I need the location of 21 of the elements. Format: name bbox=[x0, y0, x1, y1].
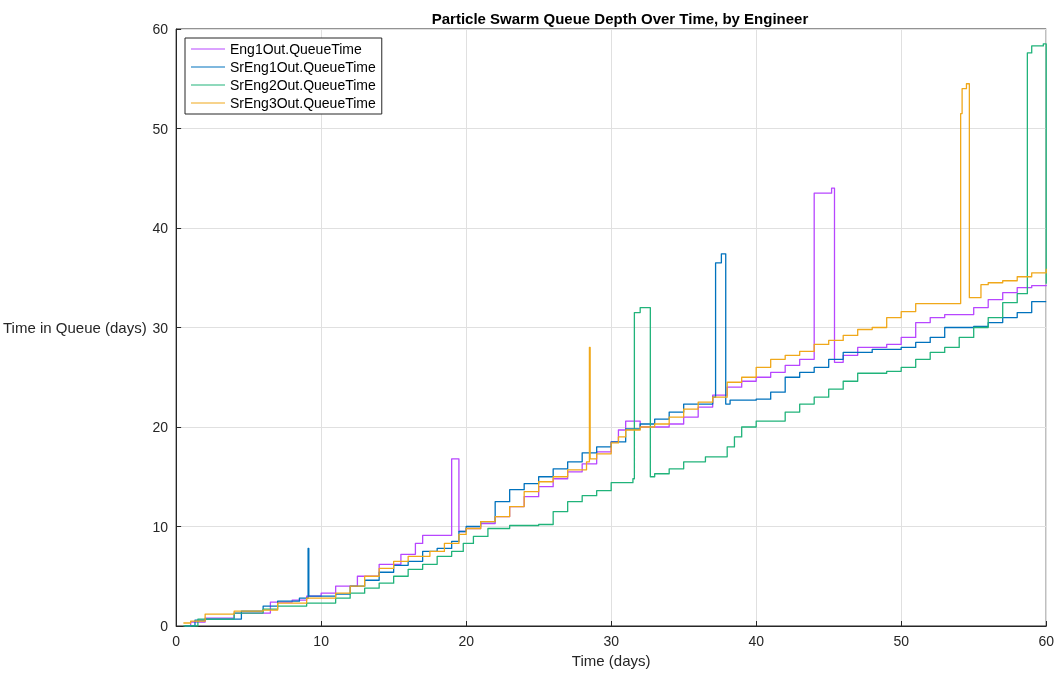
y-tick-label: 10 bbox=[152, 518, 169, 535]
x-tick-label: 10 bbox=[313, 633, 330, 649]
y-tick-label: 30 bbox=[152, 319, 169, 336]
x-tick-label: 0 bbox=[172, 633, 181, 649]
legend-label: SrEng1Out.QueueTime bbox=[230, 59, 376, 75]
y-tick-label: 40 bbox=[152, 220, 169, 236]
y-tick-label: 60 bbox=[152, 21, 169, 37]
chart-title: Particle Swarm Queue Depth Over Time, by Engineer bbox=[431, 10, 809, 27]
x-tick-label: 50 bbox=[893, 633, 910, 649]
y-tick-label: 20 bbox=[152, 419, 169, 435]
y-tick-label: 0 bbox=[160, 618, 169, 634]
y-axis-title: Time in Queue (days) bbox=[2, 319, 147, 336]
x-tick-label: 40 bbox=[748, 633, 765, 649]
legend-label: SrEng2Out.QueueTime bbox=[230, 77, 376, 93]
x-tick-label: 20 bbox=[458, 633, 475, 649]
legend-label: SrEng3Out.QueueTime bbox=[230, 95, 376, 111]
x-axis-title: Time (days) bbox=[571, 651, 651, 669]
x-tick-label: 60 bbox=[1038, 633, 1055, 649]
x-tick-label: 30 bbox=[603, 633, 620, 649]
y-tick-label: 50 bbox=[152, 120, 169, 137]
legend-label: Eng1Out.QueueTime bbox=[230, 41, 362, 57]
